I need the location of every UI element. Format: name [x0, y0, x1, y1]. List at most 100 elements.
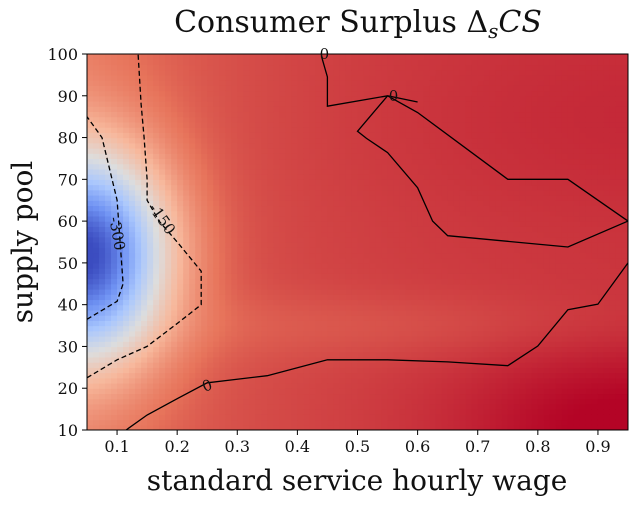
heatmap-cell — [411, 153, 419, 160]
heatmap-cell — [339, 383, 347, 389]
heatmap-cell — [447, 148, 455, 154]
heatmap-cell — [291, 325, 298, 332]
heatmap-cell — [93, 80, 100, 86]
heatmap-cell — [183, 54, 190, 60]
heatmap-cell — [237, 304, 244, 311]
heatmap-cell — [249, 393, 256, 400]
heatmap-cell — [471, 64, 479, 71]
heatmap-cell — [303, 127, 311, 133]
heatmap-cell — [405, 221, 413, 227]
heatmap-cell — [207, 409, 214, 415]
heatmap-cell — [309, 330, 317, 337]
heatmap-cell — [453, 262, 461, 269]
heatmap-cell — [351, 383, 359, 389]
heatmap-cell — [375, 278, 383, 285]
heatmap-cell — [303, 383, 311, 389]
heatmap-cell — [225, 85, 232, 92]
heatmap-cell — [405, 377, 413, 384]
heatmap-cell — [237, 132, 244, 139]
heatmap-cell — [123, 80, 130, 86]
heatmap-cell — [477, 226, 485, 233]
heatmap-cell — [333, 200, 341, 207]
heatmap-cell — [213, 158, 220, 165]
heatmap-cell — [387, 90, 395, 97]
heatmap-cell — [489, 367, 497, 374]
heatmap-cell — [489, 80, 497, 86]
heatmap-cell — [273, 383, 280, 389]
heatmap-cell — [267, 137, 274, 144]
heatmap-cell — [333, 398, 341, 405]
heatmap-cell — [135, 362, 142, 368]
heatmap-cell — [249, 121, 256, 128]
heatmap-cell — [309, 325, 317, 332]
heatmap-cell — [351, 289, 359, 295]
heatmap-cell — [315, 362, 323, 368]
heatmap-cell — [219, 424, 226, 430]
heatmap-cell — [441, 153, 449, 160]
heatmap-cell — [345, 184, 353, 191]
heatmap-cell — [141, 362, 148, 368]
heatmap-cell — [189, 142, 196, 149]
heatmap-cell — [441, 179, 449, 186]
heatmap-cell — [411, 341, 419, 348]
heatmap-cell — [105, 80, 112, 86]
heatmap-cell — [171, 325, 178, 332]
heatmap-cell — [195, 409, 202, 415]
heatmap-cell — [393, 336, 401, 342]
heatmap-cell — [291, 85, 298, 92]
heatmap-cell — [399, 116, 407, 123]
heatmap-cell — [489, 158, 497, 165]
heatmap-cell — [333, 242, 341, 248]
heatmap-cell — [165, 158, 172, 165]
heatmap-cell — [141, 419, 148, 426]
heatmap-cell — [237, 242, 244, 248]
heatmap-cell — [189, 247, 196, 254]
heatmap-cell — [213, 257, 220, 264]
heatmap-cell — [279, 351, 286, 358]
heatmap-cell — [483, 127, 491, 133]
heatmap-cell — [321, 283, 329, 290]
heatmap-cell — [381, 283, 389, 290]
heatmap-cell — [471, 377, 479, 384]
heatmap-cell — [387, 95, 395, 102]
heatmap-cell — [105, 148, 112, 154]
heatmap-cell — [141, 64, 148, 71]
heatmap-cell — [387, 236, 395, 243]
heatmap-cell — [111, 315, 118, 321]
heatmap-cell — [321, 179, 329, 186]
heatmap-cell — [489, 127, 497, 133]
heatmap-cell — [249, 189, 256, 196]
heatmap-cell — [369, 179, 377, 186]
heatmap-cell — [357, 403, 365, 410]
heatmap-cell — [183, 372, 190, 379]
heatmap-cell — [147, 409, 154, 415]
heatmap-cell — [351, 336, 359, 342]
heatmap-cell — [111, 153, 118, 160]
heatmap-cell — [195, 419, 202, 426]
heatmap-cell — [177, 184, 184, 191]
heatmap-cell — [207, 325, 214, 332]
heatmap-cell — [393, 106, 401, 113]
heatmap-cell — [123, 195, 130, 201]
heatmap-cell — [255, 262, 262, 269]
heatmap-cell — [381, 383, 389, 389]
heatmap-cell — [177, 372, 184, 379]
heatmap-cell — [327, 221, 335, 227]
heatmap-cell — [141, 189, 148, 196]
heatmap-cell — [237, 393, 244, 400]
heatmap-cell — [321, 226, 329, 233]
heatmap-cell — [117, 111, 124, 118]
heatmap-cell — [129, 74, 136, 81]
heatmap-cell — [243, 383, 250, 389]
heatmap-cell — [477, 309, 485, 316]
heatmap-cell — [411, 289, 419, 295]
heatmap-cell — [483, 257, 491, 264]
heatmap-cell — [489, 205, 497, 212]
heatmap-cell — [315, 137, 323, 144]
heatmap-cell — [417, 424, 425, 430]
heatmap-cell — [93, 163, 100, 170]
heatmap-cell — [225, 299, 232, 306]
heatmap-cell — [237, 210, 244, 217]
heatmap-cell — [351, 377, 359, 384]
heatmap-cell — [255, 356, 262, 363]
